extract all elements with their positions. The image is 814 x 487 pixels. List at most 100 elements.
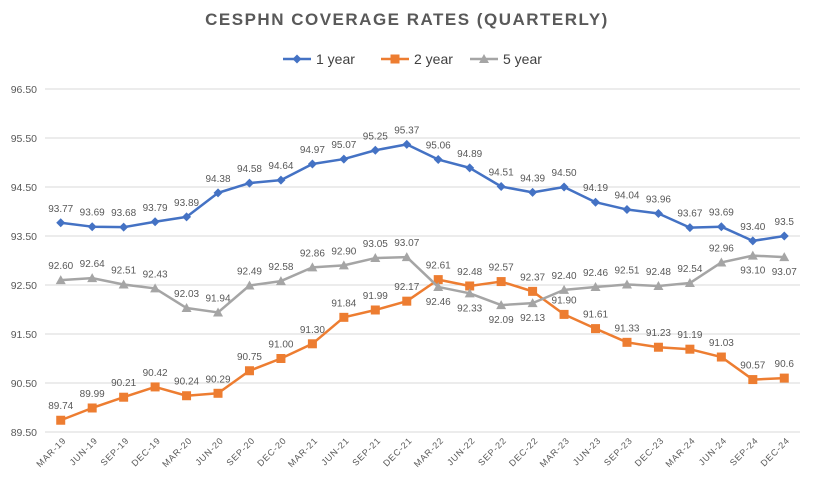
data-label: 92.13 xyxy=(520,313,545,324)
data-point xyxy=(276,175,286,185)
data-point xyxy=(528,286,538,296)
series-line-1-year xyxy=(60,143,785,243)
data-label: 93.69 xyxy=(80,208,105,219)
x-tick-label: SEP-23 xyxy=(602,435,634,467)
data-label: 95.25 xyxy=(363,131,388,142)
data-point xyxy=(779,252,790,262)
data-label: 90.75 xyxy=(237,352,262,363)
data-point xyxy=(119,222,129,232)
data-label: 94.19 xyxy=(583,183,608,194)
data-label: 92.64 xyxy=(80,259,105,270)
data-point xyxy=(433,155,443,165)
legend-marker xyxy=(292,54,302,64)
y-tick-label: 95.50 xyxy=(11,133,37,145)
data-label: 94.64 xyxy=(268,161,293,172)
x-tick-label: DEC-21 xyxy=(381,435,414,468)
data-label: 92.33 xyxy=(457,303,482,314)
data-label: 92.46 xyxy=(583,268,608,279)
legend-marker xyxy=(390,54,400,64)
data-label: 91.99 xyxy=(363,291,388,302)
data-point xyxy=(716,222,726,232)
data-label: 90.6 xyxy=(775,359,795,370)
data-point xyxy=(213,188,223,198)
x-tick-label: DEC-20 xyxy=(255,435,288,468)
legend-label: 1 year xyxy=(316,51,355,67)
data-label: 92.09 xyxy=(489,315,514,326)
x-tick-label: SEP-19 xyxy=(99,435,131,467)
data-point xyxy=(465,281,475,291)
data-label: 90.29 xyxy=(206,374,231,385)
data-point xyxy=(244,366,254,376)
x-tick-label: SEP-20 xyxy=(224,435,256,467)
data-point xyxy=(370,253,381,263)
data-point xyxy=(465,163,475,173)
data-point xyxy=(56,218,66,228)
data-point xyxy=(339,154,349,164)
data-point xyxy=(653,342,663,352)
data-point xyxy=(244,280,255,290)
data-point xyxy=(748,236,758,246)
x-tick-label: MAR-22 xyxy=(412,435,446,469)
x-tick-label: MAR-19 xyxy=(34,435,68,469)
data-point xyxy=(119,392,129,402)
data-point xyxy=(370,145,380,155)
data-label: 91.61 xyxy=(583,310,608,321)
data-label: 94.39 xyxy=(520,173,545,184)
data-label: 93.68 xyxy=(111,208,136,219)
data-label: 91.94 xyxy=(206,293,231,304)
x-tick-label: DEC-23 xyxy=(633,435,666,468)
data-point xyxy=(559,284,570,294)
data-point xyxy=(275,276,286,286)
data-label: 92.40 xyxy=(552,271,577,282)
data-label: 91.33 xyxy=(614,323,639,334)
data-label: 90.24 xyxy=(174,377,199,388)
x-tick-label: DEC-19 xyxy=(129,435,162,468)
data-label: 91.00 xyxy=(268,340,293,351)
x-tick-label: MAR-21 xyxy=(286,435,320,469)
data-label: 93.69 xyxy=(709,208,734,219)
data-label: 93.10 xyxy=(740,266,765,277)
y-tick-label: 89.50 xyxy=(11,427,37,439)
y-tick-label: 90.50 xyxy=(11,378,37,390)
y-tick-label: 92.50 xyxy=(11,280,37,292)
x-tick-label: SEP-22 xyxy=(476,435,508,467)
data-point xyxy=(87,273,98,283)
data-label: 93.67 xyxy=(677,209,702,220)
data-label: 92.37 xyxy=(520,272,545,283)
x-tick-label: JUN-21 xyxy=(319,435,351,467)
data-label: 93.89 xyxy=(174,198,199,209)
data-label: 90.57 xyxy=(740,361,765,372)
data-point xyxy=(181,303,192,313)
data-point xyxy=(653,280,664,290)
data-point xyxy=(338,260,349,270)
data-label: 89.99 xyxy=(80,389,105,400)
data-point xyxy=(590,281,601,291)
data-label: 90.21 xyxy=(111,378,136,389)
data-label: 89.74 xyxy=(48,401,73,412)
x-tick-label: SEP-21 xyxy=(350,435,382,467)
data-point xyxy=(150,382,160,392)
data-label: 92.49 xyxy=(237,266,262,277)
y-tick-label: 94.50 xyxy=(11,182,37,194)
x-tick-label: JUN-20 xyxy=(193,435,225,467)
data-label: 92.57 xyxy=(489,263,514,274)
data-point xyxy=(150,283,161,293)
data-label: 93.5 xyxy=(775,217,795,228)
data-point xyxy=(685,344,695,354)
data-point xyxy=(402,139,412,149)
legend-label: 5 year xyxy=(503,51,542,67)
data-point xyxy=(685,223,695,233)
data-point xyxy=(182,391,192,401)
series-line-2-year xyxy=(60,278,785,422)
data-label: 93.40 xyxy=(740,222,765,233)
data-label: 92.96 xyxy=(709,243,734,254)
x-tick-label: JUN-23 xyxy=(571,435,603,467)
data-label: 95.37 xyxy=(394,125,419,136)
data-point xyxy=(150,217,160,227)
x-tick-label: DEC-22 xyxy=(507,435,540,468)
data-label: 92.48 xyxy=(646,267,671,278)
data-label: 90.42 xyxy=(143,368,168,379)
legend-marker xyxy=(479,54,489,63)
series-line-5-year xyxy=(60,254,785,314)
